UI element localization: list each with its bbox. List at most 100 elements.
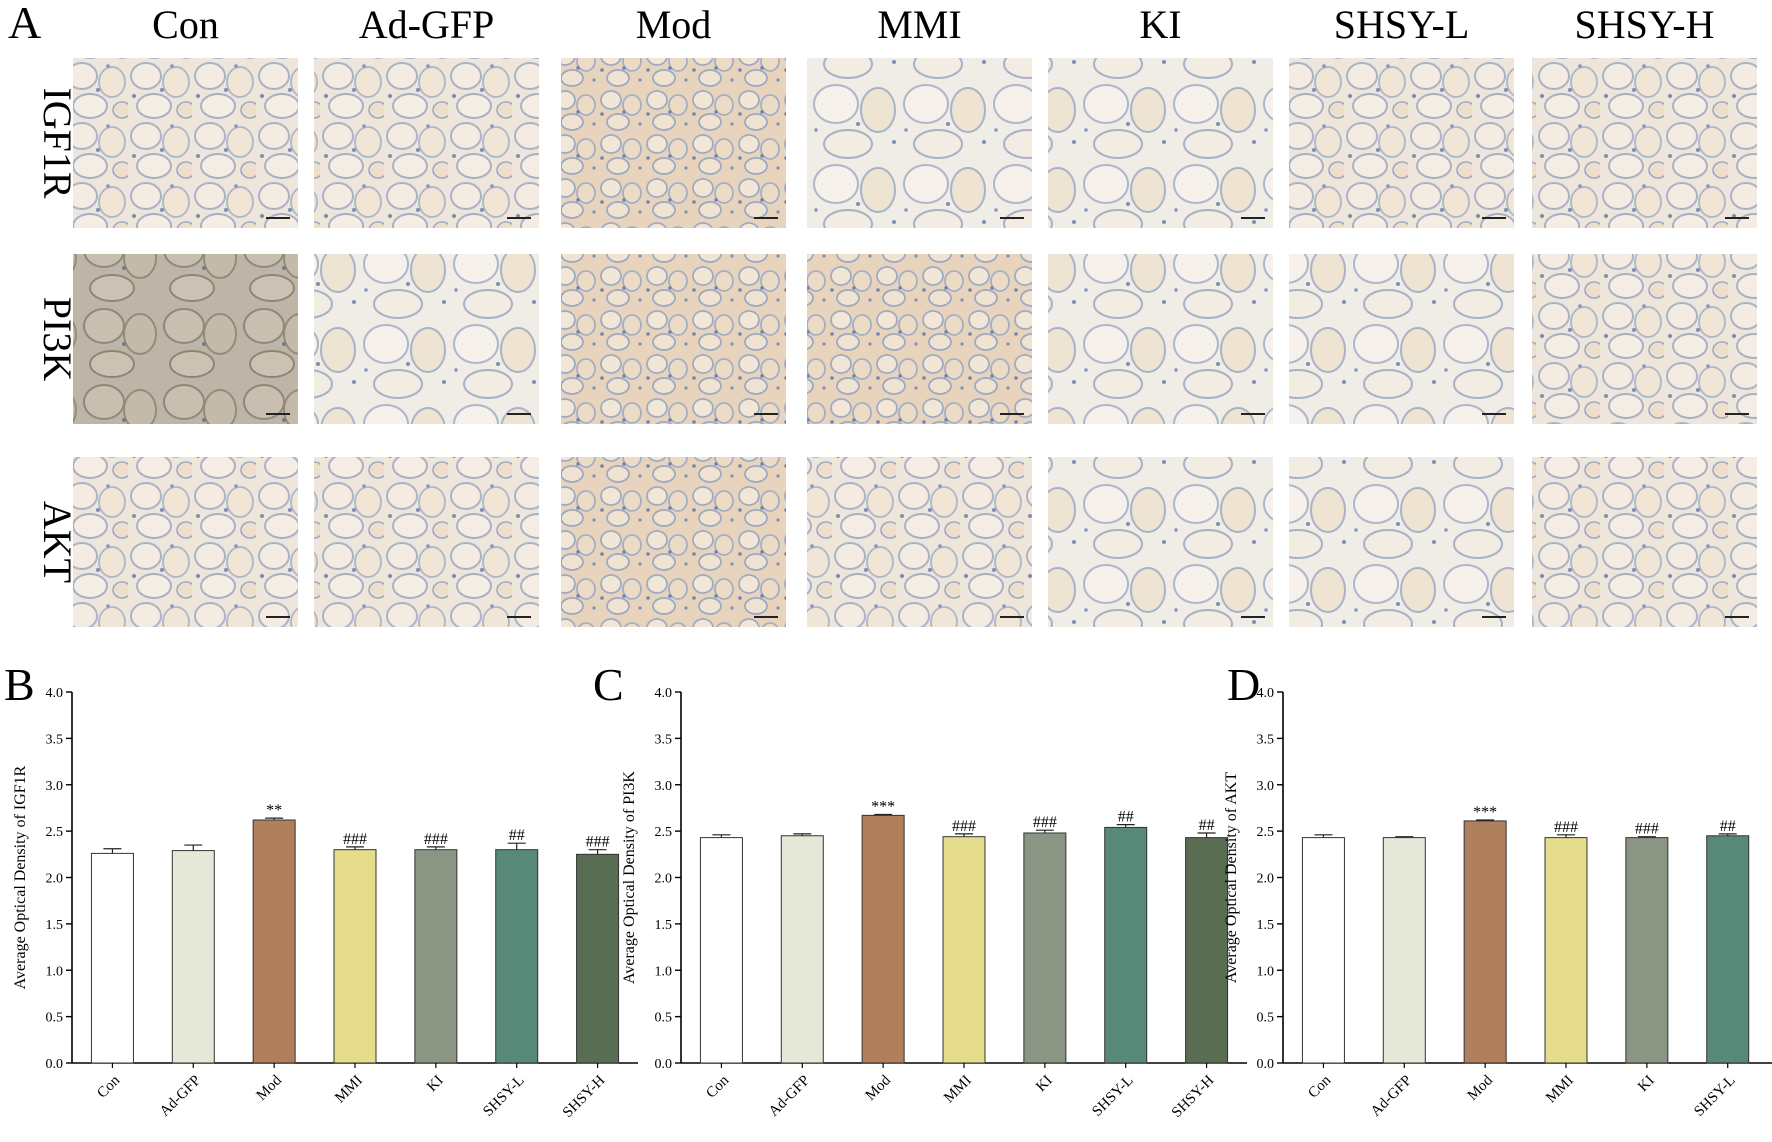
y-tick-label: 3.5 xyxy=(655,732,673,747)
significance-mark: ## xyxy=(1199,817,1215,834)
bar xyxy=(576,853,620,1064)
micrograph-tissue xyxy=(1532,254,1757,424)
x-tick-label: Mod xyxy=(1465,1072,1497,1104)
micrograph-image xyxy=(1048,457,1273,627)
x-tick-label: KI xyxy=(1635,1073,1658,1096)
y-tick-label: 0.5 xyxy=(1257,1011,1275,1026)
micrograph-tissue xyxy=(1532,58,1757,228)
y-tick-label: 0.0 xyxy=(655,1057,673,1072)
micrograph-tissue xyxy=(807,58,1032,228)
column-label: MMI xyxy=(877,2,961,47)
y-tick-label: 2.5 xyxy=(1257,825,1275,840)
y-tick-label: 0.0 xyxy=(1257,1057,1275,1072)
micrograph-image xyxy=(314,254,539,424)
bar xyxy=(1706,835,1750,1064)
micrograph-image xyxy=(1532,254,1757,424)
significance-mark: ## xyxy=(1720,818,1736,835)
column-label: Mod xyxy=(636,2,712,47)
y-tick-label: 1.5 xyxy=(46,918,64,933)
y-tick-label: 0.5 xyxy=(655,1011,673,1026)
y-tick-label: 3.0 xyxy=(1257,779,1275,794)
y-tick-label: 4.0 xyxy=(46,686,64,701)
x-tick-label: KI xyxy=(1033,1073,1056,1096)
micrograph-image xyxy=(807,457,1032,627)
column-label: Ad-GFP xyxy=(359,2,495,47)
micrograph-image xyxy=(73,254,298,424)
micrograph-image xyxy=(1048,58,1273,228)
column-label: KI xyxy=(1139,2,1181,47)
y-tick-label: 4.0 xyxy=(1257,686,1275,701)
x-tick-label: Con xyxy=(94,1072,123,1101)
micrograph-image xyxy=(73,58,298,228)
panel-letter: D xyxy=(1227,659,1260,710)
y-tick-label: 0.0 xyxy=(46,1057,64,1072)
x-tick-label: Ad-GFP xyxy=(157,1073,204,1120)
column-label: SHSY-H xyxy=(1574,2,1714,47)
bar xyxy=(1104,826,1148,1064)
panel-letter: B xyxy=(4,659,35,710)
micrograph-image xyxy=(1289,58,1514,228)
x-tick-label: SHSY-L xyxy=(1691,1073,1738,1120)
y-tick-label: 2.5 xyxy=(46,825,64,840)
x-tick-label: SHSY-L xyxy=(1089,1073,1136,1120)
y-tick-label: 3.5 xyxy=(46,732,64,747)
y-tick-label: 3.0 xyxy=(46,779,64,794)
y-tick-label: 3.5 xyxy=(1257,732,1275,747)
significance-mark: ### xyxy=(952,818,976,835)
bar xyxy=(252,819,296,1064)
micrograph-tissue xyxy=(807,457,1032,627)
y-tick-label: 2.5 xyxy=(655,825,673,840)
bar xyxy=(333,849,377,1064)
chart-panel-b: B 0.0 0.5 1.0 1.5 2.0 2.5 3.0 3.5 4.0 Average Opti… xyxy=(4,659,638,1121)
y-tick-label: 2.0 xyxy=(46,872,64,887)
bar xyxy=(1544,837,1588,1064)
x-tick-label: Con xyxy=(1305,1072,1334,1101)
micrograph-tissue xyxy=(1289,254,1514,424)
micrograph-tissue xyxy=(807,254,1032,424)
micrograph-image xyxy=(561,58,786,228)
x-tick-label: SHSY-H xyxy=(1169,1072,1218,1121)
bar xyxy=(414,849,458,1064)
micrograph-image xyxy=(807,254,1032,424)
y-tick-label: 4.0 xyxy=(655,686,673,701)
panel-a: A Con Ad-GFP Mod MMI KI SHSY-L SHSY-H IGF1R PI3K A… xyxy=(8,0,1757,627)
x-tick-label: Con xyxy=(703,1072,732,1101)
y-tick-label: 1.0 xyxy=(655,964,673,979)
micrograph-tissue xyxy=(1289,457,1514,627)
x-tick-label: KI xyxy=(424,1073,447,1096)
y-tick-label: 1.5 xyxy=(1257,918,1275,933)
y-tick-label: 1.0 xyxy=(1257,964,1275,979)
x-tick-label: SHSY-L xyxy=(480,1073,527,1120)
micrograph-image xyxy=(314,457,539,627)
micrograph-image xyxy=(1048,254,1273,424)
micrograph-image xyxy=(1289,457,1514,627)
micrograph-image xyxy=(807,58,1032,228)
significance-mark: ### xyxy=(586,834,610,851)
micrograph-tissue xyxy=(314,58,539,228)
row-label: PI3K xyxy=(35,297,80,382)
y-axis-label: Average Optical Density of PI3K xyxy=(621,771,638,984)
x-tick-label: MMI xyxy=(1543,1073,1577,1107)
significance-mark: ## xyxy=(1118,809,1134,826)
panel-letter: C xyxy=(593,659,624,710)
y-tick-label: 0.5 xyxy=(46,1011,64,1026)
micrograph-tissue xyxy=(1532,457,1757,627)
micrograph-tissue xyxy=(73,58,298,228)
chart-panel-d: D 0.0 0.5 1.0 1.5 2.0 2.5 3.0 3.5 4.0 Average Opti… xyxy=(1223,659,1772,1121)
x-tick-label: Mod xyxy=(254,1072,286,1104)
bar xyxy=(90,852,134,1064)
micrograph-tissue xyxy=(561,58,786,228)
micrograph-tissue xyxy=(1289,58,1514,228)
bar xyxy=(1301,837,1345,1064)
column-label: Con xyxy=(152,2,219,47)
y-tick-label: 3.0 xyxy=(655,779,673,794)
bar-charts: B 0.0 0.5 1.0 1.5 2.0 2.5 3.0 3.5 4.0 Average Opti… xyxy=(4,659,1772,1121)
micrograph-tissue xyxy=(1048,58,1273,228)
micrograph-tissue xyxy=(561,457,786,627)
y-axis-label: Average Optical Density of IGF1R xyxy=(12,765,29,989)
x-tick-label: Ad-GFP xyxy=(766,1073,813,1120)
row-label: IGF1R xyxy=(35,87,80,198)
significance-mark: ### xyxy=(1033,814,1057,831)
bar xyxy=(780,835,824,1064)
y-tick-label: 2.0 xyxy=(1257,872,1275,887)
